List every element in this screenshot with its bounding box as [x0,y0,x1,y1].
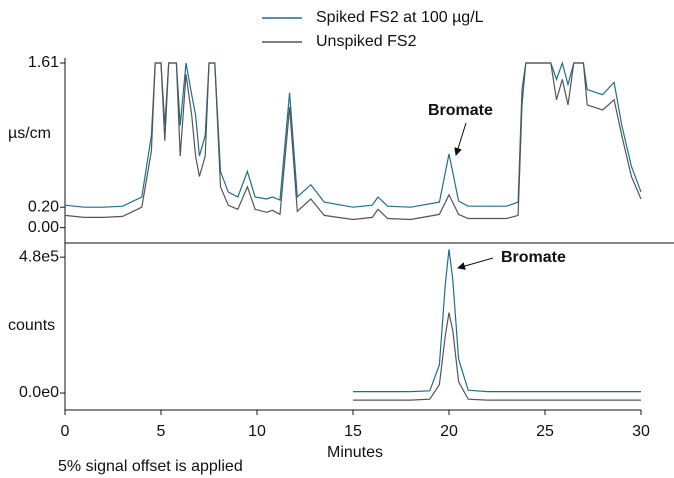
annotation: Bromate [428,102,493,119]
series-line [353,312,641,401]
x-tick-label: 15 [344,423,362,440]
annotation-arrow [457,257,494,270]
annotation: Bromate [501,249,566,266]
series-line [353,249,641,393]
x-tick-label: 5 [157,423,166,440]
y-tick-label: 1.61 [28,54,59,71]
x-tick-label: 30 [632,423,650,440]
y-tick-label: 4.8e5 [19,248,59,265]
series-line [64,62,642,221]
x-tick-label: 25 [536,423,554,440]
y-tick-label: 0.00 [28,219,59,236]
x-tick-label: 20 [440,423,458,440]
annotation-arrow [454,122,467,156]
y-label: µs/cm [8,125,51,142]
y-tick-label: 0.20 [28,198,59,215]
x-tick-label: 0 [61,423,70,440]
legend-label: Spiked FS2 at 100 µg/L [316,9,484,26]
x-tick-label: 10 [248,423,266,440]
legend-label: Unspiked FS2 [316,33,417,50]
note: 5% signal offset is applied [58,458,243,475]
y-label: counts [8,317,55,334]
y-tick-label: 0.0e0 [19,384,59,401]
x-label: Minutes [327,444,383,461]
